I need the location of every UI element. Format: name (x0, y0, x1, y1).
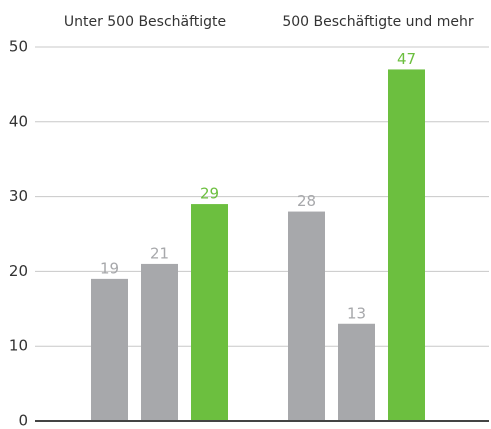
y-tick-label: 20 (9, 262, 28, 280)
bar (388, 69, 425, 421)
category-label: Unter 500 Beschäftigte (64, 14, 226, 30)
value-label: 19 (100, 259, 119, 277)
y-tick-label: 50 (9, 38, 28, 56)
bar (191, 204, 228, 421)
value-label: 21 (150, 244, 169, 262)
y-tick-label: 30 (9, 187, 28, 205)
value-label: 28 (297, 192, 316, 210)
value-label: 29 (200, 185, 219, 203)
value-label: 13 (347, 304, 366, 322)
y-tick-label: 0 (18, 412, 28, 429)
bar (338, 323, 375, 421)
bar (141, 263, 178, 421)
bar (91, 278, 128, 421)
y-tick-label: 40 (9, 112, 28, 130)
category-label: 500 Beschäftigte und mehr (282, 14, 474, 30)
y-tick-label: 10 (9, 337, 28, 355)
value-label: 47 (397, 50, 416, 68)
bar (288, 211, 325, 421)
